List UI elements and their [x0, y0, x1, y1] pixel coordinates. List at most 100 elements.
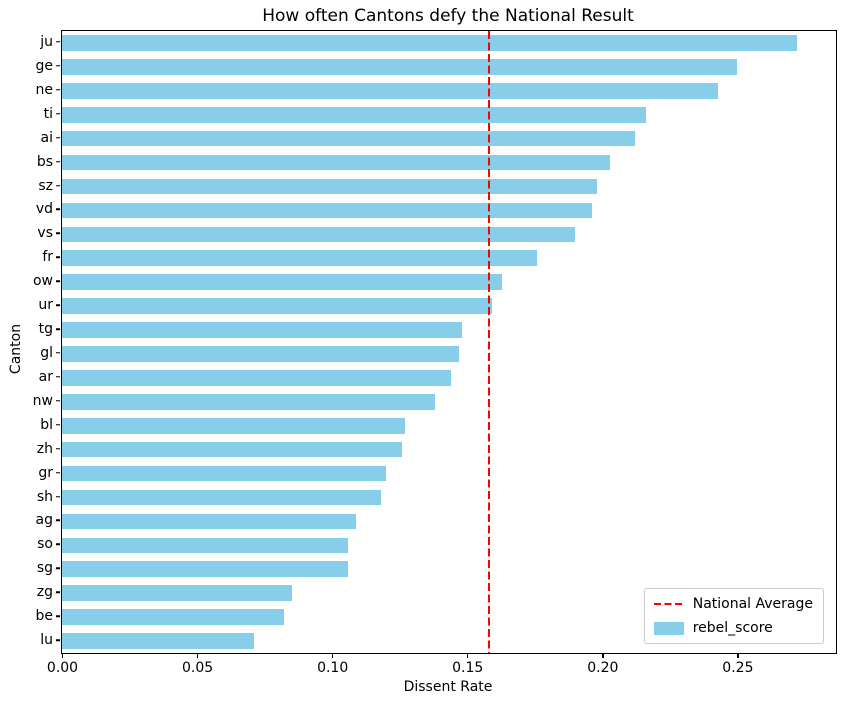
bar-ag [62, 513, 357, 530]
ytick-mark-vd [55, 208, 60, 211]
ytick-label-gl: gl [40, 344, 53, 361]
ytick-mark-ne [55, 89, 60, 91]
legend-entry-rebel-score: rebel_score [653, 620, 813, 636]
ytick-label-vd: vd [35, 201, 53, 218]
ytick-label-bs: bs [36, 153, 53, 170]
chart-title: How often Cantons defy the National Resu… [262, 6, 634, 26]
xtick-mark-0.15 [466, 653, 469, 658]
bar-vs [62, 226, 576, 243]
xtick-label-0.05: 0.05 [181, 660, 214, 676]
bar-ju [62, 35, 797, 51]
ytick-mark-sg [55, 567, 60, 570]
ytick-label-gr: gr [38, 464, 53, 481]
xtick-label-0.00: 0.00 [46, 660, 79, 676]
ytick-label-fr: fr [42, 249, 53, 266]
x-axis-label: Dissent Rate [403, 679, 493, 695]
ytick-mark-ag [55, 519, 60, 522]
ytick-mark-ow [55, 280, 60, 282]
ytick-label-be: be [35, 608, 54, 625]
bar-be [62, 609, 284, 625]
ytick-label-lu: lu [40, 632, 53, 649]
ytick-label-ag: ag [35, 512, 53, 529]
bar-ne [62, 83, 719, 99]
ytick-label-so: so [37, 536, 53, 553]
ytick-mark-ju [55, 41, 60, 43]
bar-sz [62, 178, 597, 195]
bar-lu [62, 633, 254, 649]
xtick-mark-0.20 [602, 653, 604, 658]
legend-label-national-average: National Average [692, 596, 813, 612]
ytick-label-sh: sh [36, 488, 53, 505]
xtick-label-0.25: 0.25 [722, 660, 754, 676]
ytick-label-ar: ar [38, 368, 53, 385]
bar-gr [62, 465, 387, 482]
ytick-mark-be [55, 615, 60, 617]
legend-entry-national-average: National Average [653, 596, 813, 612]
ytick-mark-zg [55, 591, 60, 593]
ytick-label-ne: ne [35, 81, 54, 98]
ytick-mark-gl [55, 352, 60, 354]
bar-sh [62, 489, 381, 506]
ytick-label-ai: ai [40, 129, 53, 146]
ytick-mark-gr [55, 471, 60, 474]
ytick-label-ur: ur [38, 297, 53, 314]
ytick-mark-ar [55, 376, 60, 378]
xtick-mark-0.10 [331, 653, 334, 658]
ytick-label-ju: ju [40, 33, 53, 50]
xtick-mark-0.25 [737, 653, 739, 658]
bar-ge [62, 59, 738, 75]
bar-zh [62, 441, 403, 458]
ytick-mark-fr [55, 256, 60, 259]
color-patch-icon [653, 621, 684, 635]
bar-bs [62, 154, 611, 171]
ytick-mark-lu [55, 639, 60, 641]
xtick-label-0.15: 0.15 [452, 660, 484, 676]
ytick-label-nw: nw [32, 392, 53, 409]
bar-ur [62, 298, 492, 314]
bar-vd [62, 202, 592, 219]
ytick-mark-nw [55, 400, 60, 402]
ytick-label-ti: ti [43, 105, 53, 122]
ytick-label-zg: zg [36, 584, 53, 601]
ytick-mark-tg [55, 328, 60, 330]
ytick-mark-bs [55, 160, 60, 163]
bar-so [62, 537, 349, 554]
ytick-label-sg: sg [36, 560, 53, 577]
ytick-label-ow: ow [32, 273, 53, 290]
ytick-label-bl: bl [40, 416, 53, 433]
bar-sg [62, 561, 349, 578]
ytick-mark-sh [55, 495, 60, 498]
xtick-mark-0.05 [196, 653, 199, 658]
ytick-mark-ti [55, 112, 60, 115]
ytick-label-sz: sz [38, 177, 53, 194]
ytick-label-tg: tg [38, 321, 53, 338]
xtick-label-0.20: 0.20 [587, 660, 619, 676]
bar-bl [62, 417, 406, 434]
bar-gl [62, 346, 460, 362]
ytick-mark-bl [55, 423, 60, 426]
bar-zg [62, 585, 292, 601]
xtick-mark-0.00 [61, 653, 64, 658]
ytick-mark-vs [55, 232, 60, 235]
dashed-line-icon [653, 603, 684, 605]
bar-ti [62, 106, 646, 123]
bar-tg [62, 322, 462, 338]
ytick-label-zh: zh [36, 440, 53, 457]
bar-ai [62, 130, 635, 147]
ytick-mark-so [55, 543, 60, 546]
ytick-mark-ge [55, 65, 60, 67]
bar-ow [62, 274, 503, 290]
ytick-label-vs: vs [37, 225, 53, 242]
national-average-line [487, 31, 490, 653]
bar-nw [62, 394, 435, 410]
ytick-mark-zh [55, 447, 60, 450]
ytick-mark-sz [55, 184, 60, 187]
plot-area: National Average rebel_score [61, 30, 837, 654]
bar-ar [62, 370, 452, 386]
bar-fr [62, 250, 538, 267]
legend-label-rebel-score: rebel_score [692, 620, 773, 636]
xtick-label-0.10: 0.10 [317, 660, 349, 676]
ytick-mark-ur [55, 304, 60, 306]
legend: National Average rebel_score [643, 588, 824, 644]
